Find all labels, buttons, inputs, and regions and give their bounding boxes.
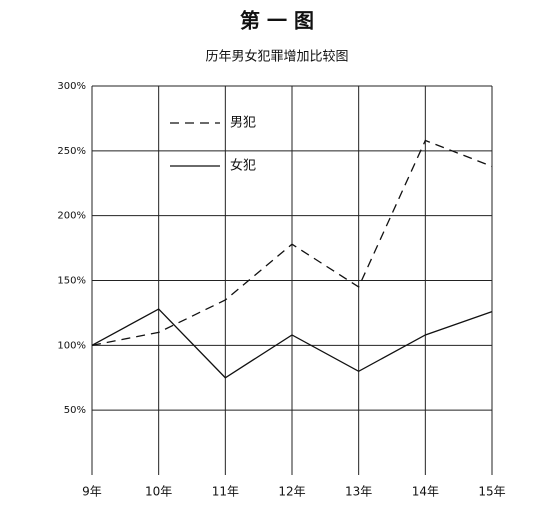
x-tick-label: 15年 xyxy=(478,485,505,499)
data-line xyxy=(91,139,493,346)
x-tick-label: 9年 xyxy=(82,485,102,499)
legend-label: 女犯 xyxy=(230,158,256,174)
chart-title: 第 一 图 xyxy=(240,9,314,33)
y-tick-label: 300% xyxy=(57,81,86,92)
x-tick-label: 14年 xyxy=(412,485,439,499)
y-tick-label: 100% xyxy=(57,340,86,351)
legend-label: 男犯 xyxy=(230,116,256,131)
x-tick-label: 11年 xyxy=(212,485,239,499)
y-tick-label: 200% xyxy=(57,211,86,222)
x-tick-label: 12年 xyxy=(278,485,305,499)
x-tick-label: 13年 xyxy=(345,485,372,499)
y-tick-label: 150% xyxy=(57,276,86,287)
x-tick-label: 10年 xyxy=(145,485,172,499)
data-line xyxy=(91,308,493,379)
chart-subtitle: 历年男女犯罪增加比较图 xyxy=(205,49,348,65)
y-tick-label: 50% xyxy=(64,405,86,416)
y-tick-label: 250% xyxy=(57,146,86,157)
